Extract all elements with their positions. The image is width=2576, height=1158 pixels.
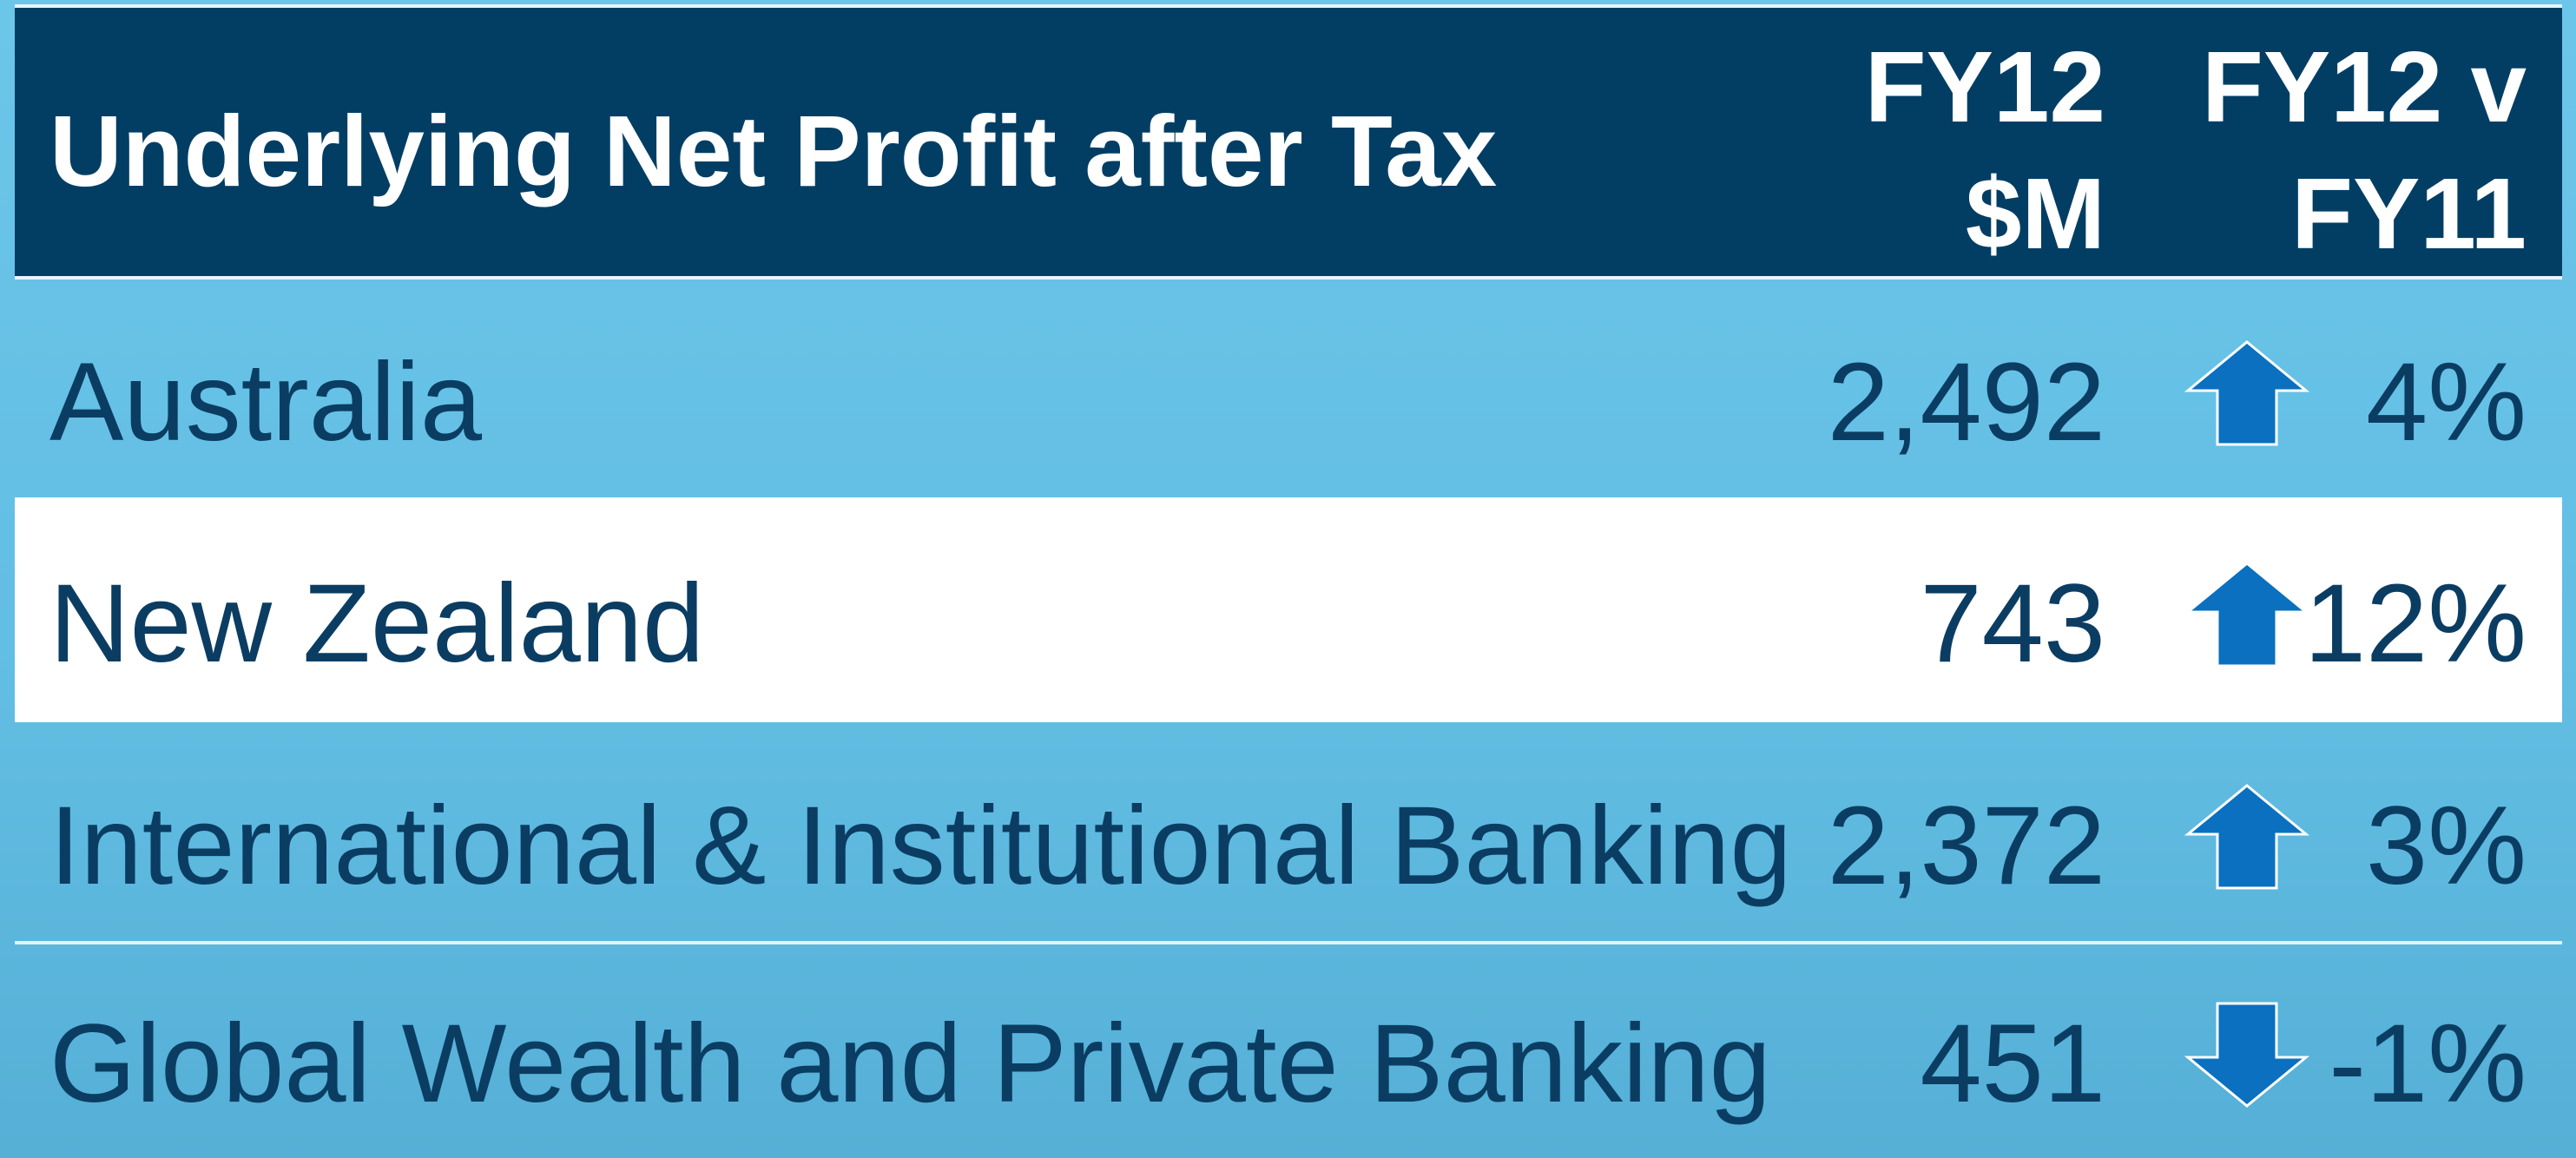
row-value: 743 [1920,562,2105,686]
row-value: 451 [1920,1002,2105,1126]
row-change: 12% [2303,562,2527,686]
header-band [15,8,2562,276]
arrow-shape [2184,340,2310,446]
row-label: Global Wealth and Private Banking [49,1002,1771,1126]
row-value: 2,492 [1827,340,2105,464]
row-change: 3% [2366,784,2527,908]
row-label: International & Institutional Banking [49,784,1792,908]
row-label: Australia [49,340,482,464]
row-label: New Zealand [49,562,705,686]
arrow-shape [2184,1002,2310,1108]
row-change: 4% [2366,340,2527,464]
row-value: 2,372 [1827,784,2105,908]
top-line [15,4,2562,8]
column-header: FY12 [1864,30,2105,143]
arrow-shape [2184,784,2310,890]
column-header: FY11 [2291,157,2527,270]
trend-arrow [2184,784,2310,890]
trend-arrow [2184,1002,2310,1108]
row-divider [15,941,2562,944]
header-title: Underlying Net Profit after Tax [49,95,1498,207]
row-change: -1% [2329,1002,2527,1126]
arrow-shape [2184,562,2310,668]
column-header: FY12 v [2202,30,2527,143]
column-header: $M [1965,157,2105,270]
trend-arrow [2184,562,2310,668]
highlight-row [15,497,2562,722]
trend-arrow [2184,340,2310,446]
header-line [15,276,2562,280]
